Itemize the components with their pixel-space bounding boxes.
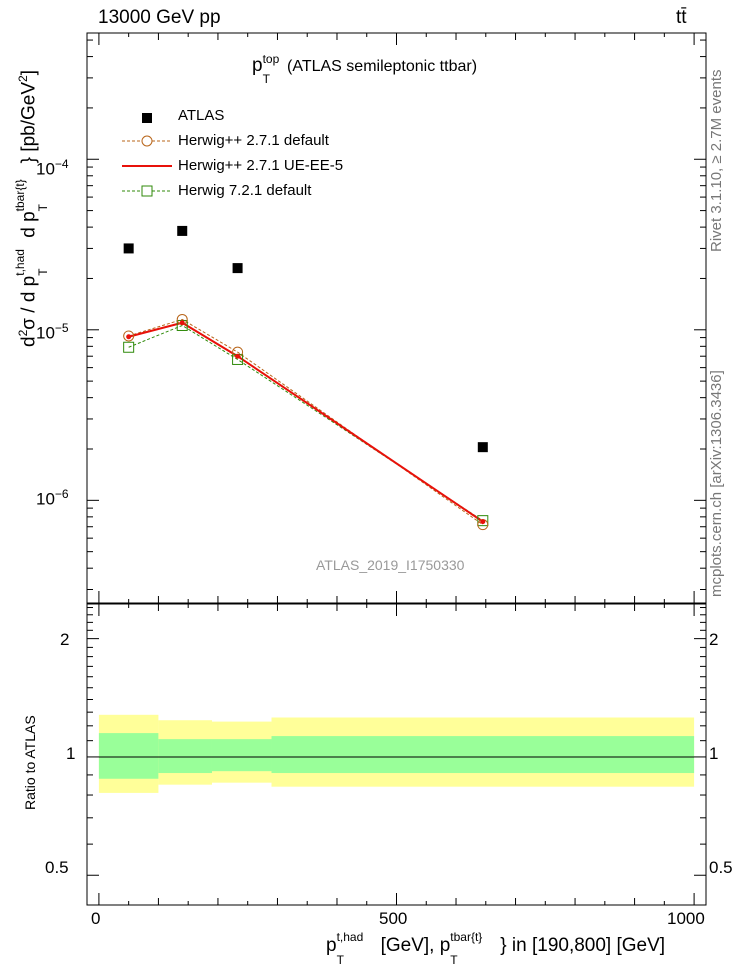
ratio-y-axis-label: Ratio to ATLAS (22, 715, 38, 810)
legend-label-herwigpp-ueee5: Herwig++ 2.7.1 UE-EE-5 (178, 157, 344, 174)
legend-label-atlas: ATLAS (178, 107, 225, 124)
x-tick-label-500: 500 (379, 909, 408, 928)
header-left: 13000 GeV pp (98, 7, 221, 28)
legend-label-herwig7: Herwig 7.2.1 default (178, 182, 312, 199)
y-tick-label-1e-6: 10−6 (36, 487, 69, 509)
x-axis-label: p t,had T [GeV], p tbar{t} T} in [190,800] [G… (326, 930, 666, 967)
legend-marker-herwig7 (141, 185, 153, 197)
y-tick-label-1e-4: 10−4 (36, 157, 69, 179)
series-line-herwigpp-ueee5 (128, 321, 484, 523)
point-herwigpp-ueee5-0 (126, 334, 132, 340)
header-right: tt̄ (676, 7, 687, 28)
point-atlas-1 (177, 225, 188, 236)
point-herwig7-3 (477, 515, 489, 527)
legend-label-herwigpp-default: Herwig++ 2.7.1 default (178, 132, 329, 149)
ratio-band-inner-0 (98, 733, 159, 779)
ratio-tick-label-left-1: 1 (66, 744, 76, 763)
ratio-tick-label-left-2: 2 (60, 630, 70, 649)
point-herwig7-0 (123, 341, 135, 353)
ratio-band-inner-1 (158, 739, 212, 774)
data-markers (123, 225, 489, 531)
point-herwigpp-default-0 (123, 330, 135, 342)
ratio-band-inner-2 (211, 739, 272, 772)
series-line-herwigpp-default (128, 318, 484, 526)
plot-title: p top T (ATLAS semileptonic ttbar) (252, 52, 478, 86)
ratio-tick-label-right-0.5: 0.5 (709, 858, 733, 877)
ratio-band-inner-3 (271, 736, 695, 774)
rivet-version-label: Rivet 3.1.10, ≥ 2.7M events (708, 69, 725, 253)
ratio-tick-label-right-2: 2 (709, 630, 719, 649)
watermark: ATLAS_2019_I1750330 (316, 557, 465, 573)
ratio-tick-label-left-0.5: 0.5 (45, 858, 69, 877)
series-line-herwig7 (128, 324, 484, 522)
mcplots-label: mcplots.cern.ch [arXiv:1306.3436] (708, 370, 725, 597)
point-atlas-3 (477, 442, 488, 453)
y-tick-label-1e-5: 10−5 (36, 321, 69, 343)
point-herwigpp-ueee5-2 (235, 353, 241, 359)
x-tick-label-1000: 1000 (667, 909, 705, 928)
legend-marker-atlas (142, 113, 152, 123)
ratio-bands (98, 714, 695, 793)
legend-marker-herwigpp-default (141, 135, 153, 147)
legend (122, 113, 172, 197)
ratio-tick-label-right-1: 1 (709, 744, 719, 763)
point-herwigpp-ueee5-3 (480, 519, 486, 525)
x-tick-label-0: 0 (91, 909, 101, 928)
point-herwigpp-ueee5-1 (179, 320, 185, 326)
point-atlas-2 (232, 263, 243, 274)
point-atlas-0 (123, 243, 134, 254)
axis-ticks (87, 33, 706, 905)
mc-lines (128, 318, 484, 526)
